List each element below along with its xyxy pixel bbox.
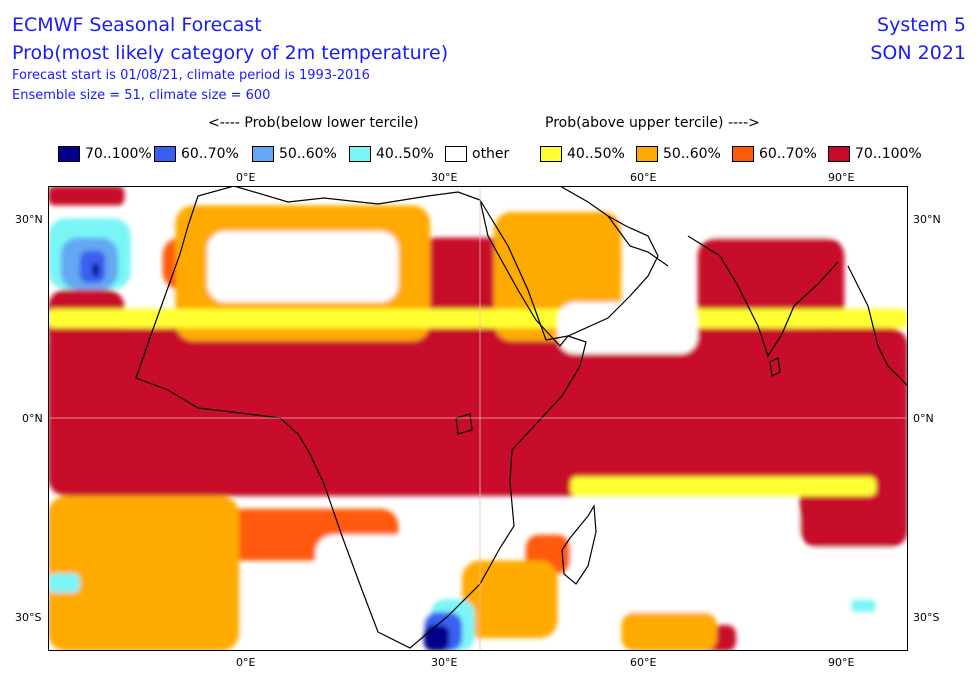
lon-tick-top-0: 0°E <box>236 171 256 184</box>
lat-tick-left-0: 0°N <box>22 412 43 425</box>
probability-region <box>48 328 908 496</box>
legend-swatch <box>732 146 754 162</box>
legend-heading-below: <---- Prob(below lower tercile) <box>208 115 419 131</box>
madagascar-coastline <box>561 504 597 585</box>
probability-region <box>621 612 717 651</box>
probability-region <box>315 534 431 632</box>
probability-region <box>462 560 558 639</box>
india-coastline <box>687 235 839 358</box>
legend-swatch <box>540 146 562 162</box>
lat-tick-left-30n: 30°N <box>15 213 43 226</box>
map-subtitle: Prob(most likely category of 2m temperat… <box>12 42 449 64</box>
probability-region <box>850 599 877 613</box>
probability-region <box>570 476 877 496</box>
probability-region <box>48 573 80 593</box>
system-label: System 5 <box>877 14 966 36</box>
legend-label: 70..100% <box>85 146 152 162</box>
lake-victoria-outline <box>455 413 473 435</box>
probability-region <box>207 231 399 303</box>
lat-tick-right-30s: 30°S <box>913 611 940 624</box>
probability-region <box>557 302 698 354</box>
legend-swatch <box>58 146 80 162</box>
probability-region <box>417 237 507 329</box>
forecast-start-info: Forecast start is 01/08/21, climate peri… <box>12 68 370 83</box>
lon-tick-top-90: 90°E <box>828 171 855 184</box>
probability-map <box>48 186 908 651</box>
probability-region <box>570 502 800 613</box>
probability-region <box>799 547 908 651</box>
legend-label: 50..60% <box>663 146 721 162</box>
gulf-coastline <box>607 215 669 267</box>
legend-swatch <box>252 146 274 162</box>
lat-tick-right-30n: 30°N <box>913 213 941 226</box>
legend-label: 60..70% <box>181 146 239 162</box>
probability-region <box>48 186 125 206</box>
legend-swatch <box>349 146 371 162</box>
ensemble-size-info: Ensemble size = 51, climate size = 600 <box>12 88 271 103</box>
coastlines <box>135 186 908 649</box>
lon-tick-bottom-90: 90°E <box>828 656 855 669</box>
lon-tick-bottom-60: 60°E <box>630 656 657 669</box>
probability-region <box>697 237 845 329</box>
probability-region <box>48 308 908 329</box>
probability-region <box>799 328 908 548</box>
africa-coastline <box>135 186 587 649</box>
lat-tick-right-0: 0°N <box>913 412 934 425</box>
probability-region <box>621 186 845 238</box>
legend-label: 70..100% <box>855 146 922 162</box>
probability-region <box>48 496 240 651</box>
legend-label: 60..70% <box>759 146 817 162</box>
map-title: ECMWF Seasonal Forecast <box>12 14 262 36</box>
season-label: SON 2021 <box>870 42 966 64</box>
legend-swatch <box>445 146 467 162</box>
lon-tick-top-60: 60°E <box>630 171 657 184</box>
legend-swatch <box>828 146 850 162</box>
lon-tick-top-30: 30°E <box>431 171 458 184</box>
lat-tick-left-30s: 30°S <box>15 611 42 624</box>
southeast-asia-coastline <box>847 265 908 387</box>
legend-swatch <box>154 146 176 162</box>
legend-label: other <box>472 146 510 162</box>
probability-region <box>92 263 99 277</box>
legend-swatch <box>636 146 658 162</box>
lon-tick-bottom-0: 0°E <box>236 656 256 669</box>
map-frame <box>48 186 908 651</box>
legend-heading-above: Prob(above upper tercile) ----> <box>545 115 760 131</box>
legend-label: 40..50% <box>376 146 434 162</box>
probability-region <box>423 625 450 651</box>
legend-label: 40..50% <box>567 146 625 162</box>
probability-region <box>79 250 106 283</box>
probability-regions <box>48 186 908 651</box>
sri-lanka-outline <box>769 357 781 377</box>
arabia-coastline <box>479 186 659 341</box>
legend-label: 50..60% <box>279 146 337 162</box>
lon-tick-bottom-30: 30°E <box>431 656 458 669</box>
